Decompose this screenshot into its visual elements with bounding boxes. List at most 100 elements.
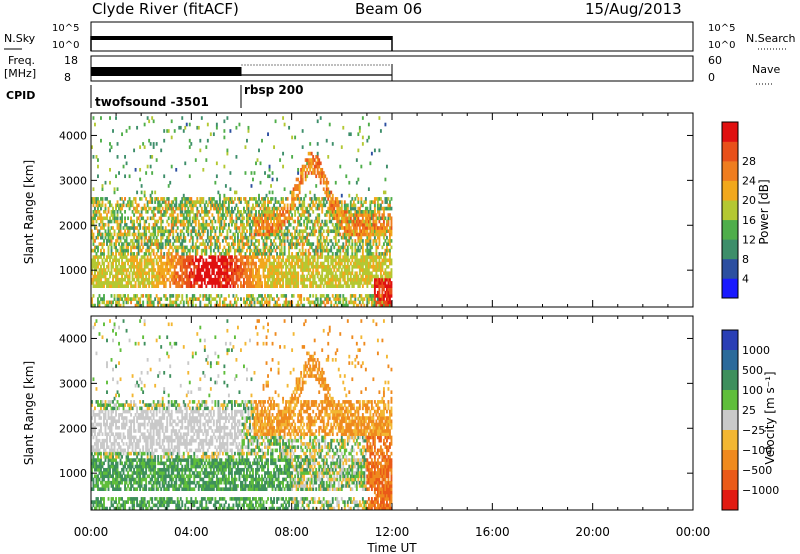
heatmap-cell	[184, 200, 187, 204]
heatmap-cell	[376, 255, 379, 259]
heatmap-cell	[230, 303, 233, 308]
heatmap-cell	[106, 506, 108, 511]
heatmap-cell	[265, 274, 268, 279]
heatmap-cell	[303, 252, 306, 256]
heatmap-cell	[235, 155, 238, 159]
heatmap-cell	[95, 464, 98, 469]
heatmap-cell	[382, 277, 385, 282]
heatmap-cell	[152, 252, 155, 256]
heatmap-cell	[184, 271, 187, 276]
heatmap-cell	[232, 258, 235, 263]
heatmap-cell	[283, 229, 286, 234]
heatmap-cell	[267, 281, 269, 285]
heatmap-cell	[116, 239, 119, 243]
heatmap-cell	[280, 213, 283, 217]
heatmap-cell	[139, 297, 142, 301]
heatmap-cell	[276, 226, 279, 230]
heatmap-cell	[161, 219, 164, 224]
heatmap-cell	[158, 200, 161, 204]
heatmap-cell	[206, 261, 209, 266]
heatmap-cell	[170, 229, 173, 234]
heatmap-cell	[128, 203, 131, 208]
heatmap-cell	[250, 229, 253, 234]
heatmap-cell	[112, 328, 114, 333]
heatmap-cell	[109, 319, 111, 323]
heatmap-cell	[109, 506, 111, 511]
heatmap-cell	[358, 300, 361, 305]
heatmap-cell	[345, 206, 348, 211]
heatmap-cell	[161, 264, 164, 269]
heatmap-cell	[363, 271, 366, 276]
heatmap-cell	[288, 255, 291, 259]
heatmap-cell	[333, 245, 336, 250]
heatmap-cell	[361, 135, 364, 140]
heatmap-cell	[295, 177, 298, 182]
heatmap-cell	[295, 281, 298, 285]
heatmap-cell	[98, 438, 101, 443]
heatmap-cell	[125, 274, 128, 279]
heatmap-cell	[297, 239, 300, 243]
heatmap-cell	[253, 252, 256, 256]
heatmap-cell	[322, 174, 325, 179]
heatmap-cell	[312, 284, 315, 288]
heatmap-cell	[233, 268, 236, 272]
heatmap-cell	[166, 297, 169, 301]
heatmap-cell	[336, 229, 339, 234]
heatmap-cell	[161, 200, 164, 204]
heatmap-cell	[271, 268, 274, 272]
heatmap-cell	[200, 274, 203, 279]
heatmap-cell	[277, 222, 280, 227]
heatmap-cell	[223, 119, 226, 124]
heatmap-cell	[373, 284, 376, 288]
heatmap-cell	[103, 297, 105, 301]
heatmap-cell	[128, 197, 131, 201]
heatmap-cell	[312, 200, 315, 204]
heatmap-cell	[298, 222, 301, 227]
heatmap-cell	[220, 226, 223, 230]
heatmap-cell	[354, 248, 357, 253]
heatmap-cell	[325, 300, 328, 305]
heatmap-cell	[92, 409, 95, 414]
heatmap-cell	[262, 252, 265, 256]
heatmap-cell	[101, 281, 104, 285]
heatmap-cell	[109, 203, 111, 208]
heatmap-cell	[112, 210, 114, 214]
heatmap-cell	[229, 268, 232, 272]
heatmap-cell	[236, 284, 239, 288]
heatmap-cell	[298, 242, 301, 246]
heatmap-cell	[322, 177, 325, 182]
heatmap-cell	[279, 219, 282, 224]
heatmap-cell	[218, 197, 221, 201]
heatmap-cell	[185, 122, 188, 127]
heatmap-cell	[106, 364, 108, 369]
heatmap-cell	[360, 164, 363, 169]
heatmap-cell	[92, 294, 95, 298]
heatmap-cell	[193, 203, 196, 208]
heatmap-cell	[151, 232, 154, 237]
heatmap-cell	[252, 297, 254, 301]
heatmap-cell	[339, 206, 342, 211]
heatmap-cell	[328, 248, 331, 253]
heatmap-cell	[121, 274, 123, 279]
heatmap-cell	[161, 274, 164, 279]
heatmap-cell	[233, 190, 236, 195]
heatmap-cell	[167, 235, 170, 240]
heatmap-cell	[220, 222, 223, 227]
heatmap-cell	[385, 245, 388, 250]
heatmap-cell	[95, 506, 98, 511]
heatmap-cell	[164, 226, 167, 230]
heatmap-cell	[145, 226, 148, 230]
heatmap-cell	[307, 277, 310, 282]
heatmap-cell	[196, 281, 199, 285]
heatmap-cell	[316, 158, 319, 162]
heatmap-cell	[235, 229, 238, 234]
heatmap-cell	[172, 277, 175, 282]
colorbar-segment	[722, 278, 738, 299]
heatmap-cell	[331, 242, 334, 246]
heatmap-cell	[316, 255, 319, 259]
heatmap-cell	[127, 281, 130, 285]
heatmap-cell	[131, 277, 134, 282]
heatmap-cell	[360, 281, 363, 285]
heatmap-cell	[381, 200, 384, 204]
heatmap-cell	[279, 271, 282, 276]
